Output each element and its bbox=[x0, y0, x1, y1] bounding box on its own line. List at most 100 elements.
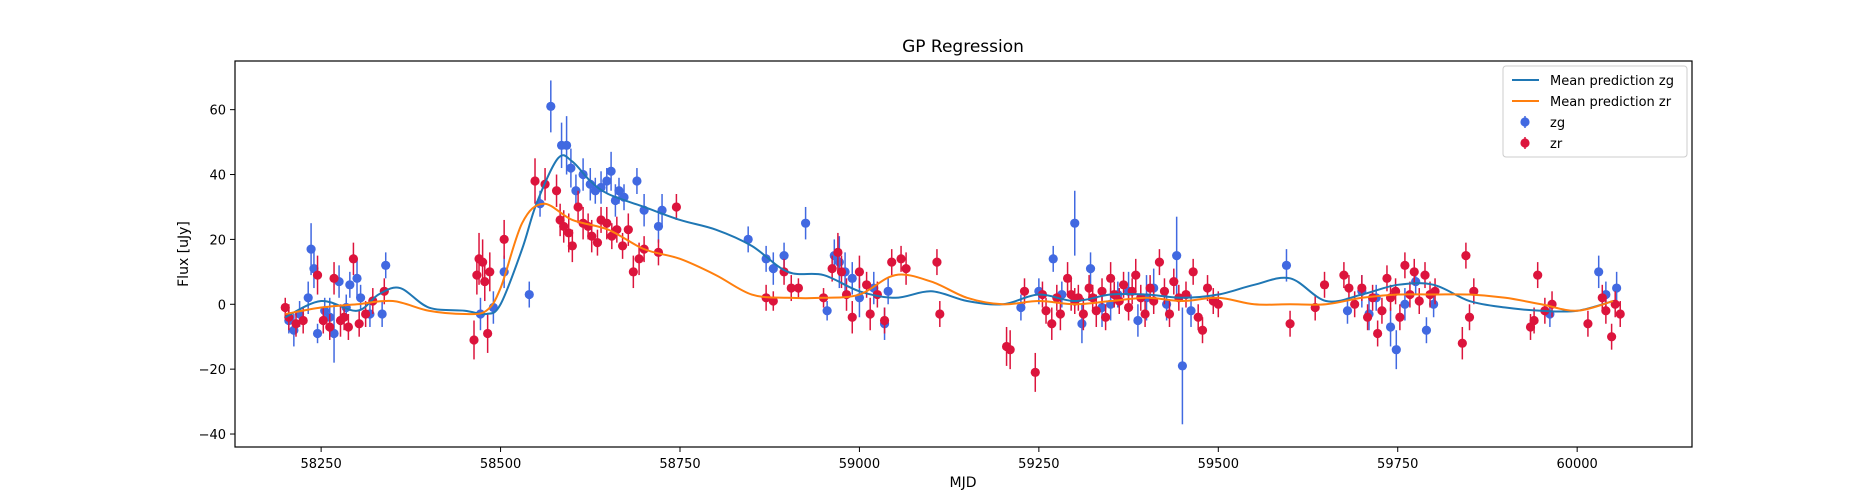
data-point bbox=[606, 166, 616, 176]
data-point bbox=[1339, 270, 1349, 280]
data-point bbox=[879, 315, 890, 326]
data-point bbox=[1070, 218, 1080, 228]
data-point bbox=[524, 289, 534, 300]
data-point bbox=[887, 257, 897, 267]
data-point bbox=[1062, 273, 1073, 283]
data-point bbox=[571, 186, 581, 196]
data-point bbox=[1193, 312, 1203, 322]
data-point bbox=[587, 231, 597, 241]
data-point bbox=[343, 322, 354, 332]
data-point bbox=[1400, 260, 1410, 270]
data-point bbox=[1159, 286, 1170, 296]
data-point bbox=[896, 254, 906, 264]
series-zr bbox=[280, 158, 1625, 392]
data-point bbox=[381, 260, 391, 270]
data-point bbox=[478, 257, 488, 267]
x-tick-label: 59750 bbox=[1377, 457, 1418, 472]
data-point bbox=[1607, 332, 1617, 342]
data-point bbox=[1048, 254, 1058, 264]
data-point bbox=[566, 163, 576, 173]
data-point bbox=[352, 273, 362, 283]
data-point bbox=[546, 101, 556, 112]
data-point bbox=[1597, 293, 1607, 303]
data-point bbox=[1055, 309, 1065, 319]
data-point bbox=[768, 296, 778, 306]
data-point bbox=[499, 234, 509, 245]
data-point bbox=[847, 273, 857, 283]
data-point bbox=[469, 335, 479, 345]
data-point bbox=[822, 306, 832, 316]
data-point bbox=[1164, 309, 1175, 319]
data-point bbox=[1197, 325, 1208, 335]
x-tick-label: 60000 bbox=[1556, 457, 1597, 472]
data-point bbox=[614, 186, 624, 196]
data-point bbox=[485, 267, 495, 277]
data-point bbox=[1085, 263, 1096, 274]
y-axis-label: Flux [uJy] bbox=[176, 221, 192, 287]
data-point bbox=[1281, 260, 1292, 270]
data-point bbox=[559, 221, 569, 232]
mean-prediction-line bbox=[284, 154, 1614, 319]
y-tick-label: 40 bbox=[209, 169, 226, 184]
data-point bbox=[291, 319, 301, 329]
x-axis-label: MJD bbox=[950, 475, 977, 491]
data-point bbox=[883, 286, 893, 296]
data-point bbox=[325, 322, 335, 332]
data-point bbox=[1357, 283, 1367, 293]
data-point bbox=[602, 218, 612, 228]
data-point bbox=[1213, 299, 1223, 309]
legend-box bbox=[1502, 65, 1688, 158]
data-point bbox=[1429, 299, 1439, 309]
data-point bbox=[320, 306, 330, 316]
axis-ticks: 58250 58500 58750 59000 59250 59500 59750 60000… bbox=[199, 104, 1598, 472]
legend-point-swatch bbox=[1520, 117, 1530, 127]
data-point bbox=[1077, 319, 1087, 329]
data-point bbox=[1091, 306, 1101, 316]
data-point bbox=[1342, 306, 1353, 316]
x-tick-label: 58250 bbox=[300, 457, 341, 472]
y-tick-label: −20 bbox=[199, 363, 226, 378]
data-point bbox=[935, 309, 945, 319]
data-point bbox=[573, 202, 583, 212]
data-point bbox=[1373, 328, 1383, 339]
data-point bbox=[1362, 312, 1373, 322]
data-point bbox=[377, 309, 387, 319]
data-point bbox=[1118, 280, 1129, 290]
data-point bbox=[298, 315, 308, 326]
data-point bbox=[836, 267, 847, 277]
data-point bbox=[1030, 367, 1040, 377]
data-point bbox=[318, 315, 328, 326]
data-point bbox=[345, 280, 355, 290]
data-point bbox=[1529, 315, 1539, 326]
data-point bbox=[1344, 283, 1354, 293]
data-point bbox=[312, 328, 323, 339]
y-tick-label: −40 bbox=[199, 428, 226, 443]
data-point bbox=[1131, 270, 1141, 280]
data-point bbox=[567, 241, 577, 251]
data-point bbox=[592, 238, 603, 248]
data-point bbox=[1420, 270, 1430, 280]
legend-label: Mean prediction zg bbox=[1550, 74, 1674, 89]
data-point bbox=[329, 328, 339, 339]
data-point bbox=[1400, 299, 1410, 309]
data-point bbox=[1395, 312, 1405, 322]
legend-point-swatch bbox=[1520, 138, 1530, 148]
data-point bbox=[1350, 299, 1360, 309]
y-tick-label: 0 bbox=[218, 298, 226, 313]
data-point bbox=[1019, 286, 1030, 296]
data-point bbox=[854, 267, 865, 277]
x-tick-label: 59000 bbox=[839, 457, 880, 472]
data-point bbox=[1414, 296, 1424, 306]
data-point bbox=[1612, 283, 1622, 293]
data-point bbox=[1047, 319, 1057, 329]
data-point bbox=[617, 241, 628, 251]
data-point bbox=[1411, 276, 1421, 287]
data-point bbox=[671, 202, 682, 212]
data-point bbox=[833, 247, 843, 257]
legend-label: Mean prediction zr bbox=[1550, 95, 1672, 110]
data-point bbox=[1583, 319, 1593, 329]
data-point bbox=[312, 270, 323, 280]
data-point bbox=[1186, 306, 1196, 316]
data-point bbox=[1177, 361, 1188, 371]
